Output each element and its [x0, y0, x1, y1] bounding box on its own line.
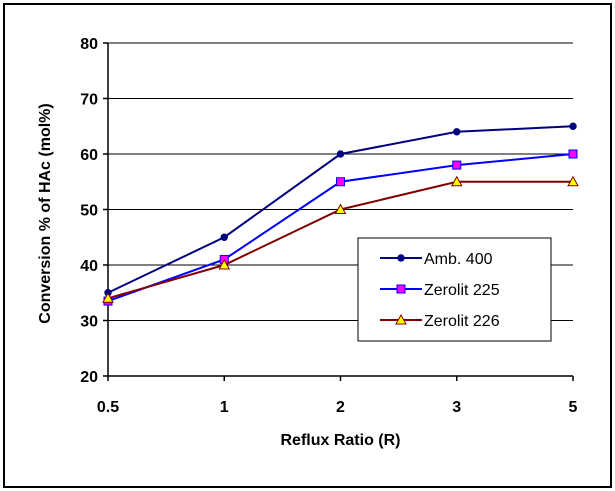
- data-point: [567, 175, 579, 187]
- y-tick-label: 80: [80, 36, 98, 53]
- data-point: [452, 160, 462, 170]
- data-point: [453, 128, 461, 136]
- y-tick-label: 60: [80, 147, 98, 164]
- y-tick-label: 50: [80, 203, 98, 220]
- data-point: [218, 258, 231, 270]
- legend-swatch-marker: [395, 313, 407, 325]
- y-tick-label: 20: [80, 369, 98, 386]
- x-tick-label: 2: [336, 399, 345, 416]
- x-tick-label: 0.5: [97, 399, 119, 416]
- data-point: [450, 175, 463, 187]
- x-axis-title: Reflux Ratio (R): [281, 432, 401, 449]
- x-tick-labels: 0.5 1 2 3 5: [97, 376, 578, 416]
- x-tick-label: 1: [220, 399, 229, 416]
- x-tick-label: 3: [452, 399, 461, 416]
- y-tick-labels: 20 30 40 50 60 70 80: [80, 36, 98, 386]
- legend-label: Zerolit 225: [424, 282, 500, 299]
- legend-swatch-marker: [397, 254, 405, 262]
- legend-label: Amb. 400: [424, 251, 493, 268]
- series: [102, 122, 579, 306]
- y-axis-title: Conversion % of HAc (mol%): [37, 103, 54, 323]
- data-point: [568, 149, 578, 159]
- data-point: [102, 292, 114, 303]
- data-point: [569, 122, 577, 130]
- legend: Amb. 400 Zerolit 225 Zerolit 226: [357, 237, 552, 342]
- data-point: [220, 233, 228, 241]
- data-point: [336, 177, 345, 187]
- y-tick-label: 30: [80, 314, 98, 331]
- x-tick-label: 5: [569, 399, 578, 416]
- legend-swatch-marker: [396, 284, 406, 294]
- legend-label: Zerolit 226: [424, 313, 500, 330]
- legend-item: Zerolit 225: [380, 282, 500, 299]
- data-point: [336, 150, 345, 158]
- series-2: [102, 175, 579, 303]
- data-point: [334, 203, 347, 214]
- y-tick-label: 40: [80, 258, 98, 275]
- legend-item: Amb. 400: [380, 251, 493, 268]
- y-tick-label: 70: [80, 92, 98, 109]
- legend-item: Zerolit 226: [380, 313, 500, 330]
- series-0: [104, 122, 577, 297]
